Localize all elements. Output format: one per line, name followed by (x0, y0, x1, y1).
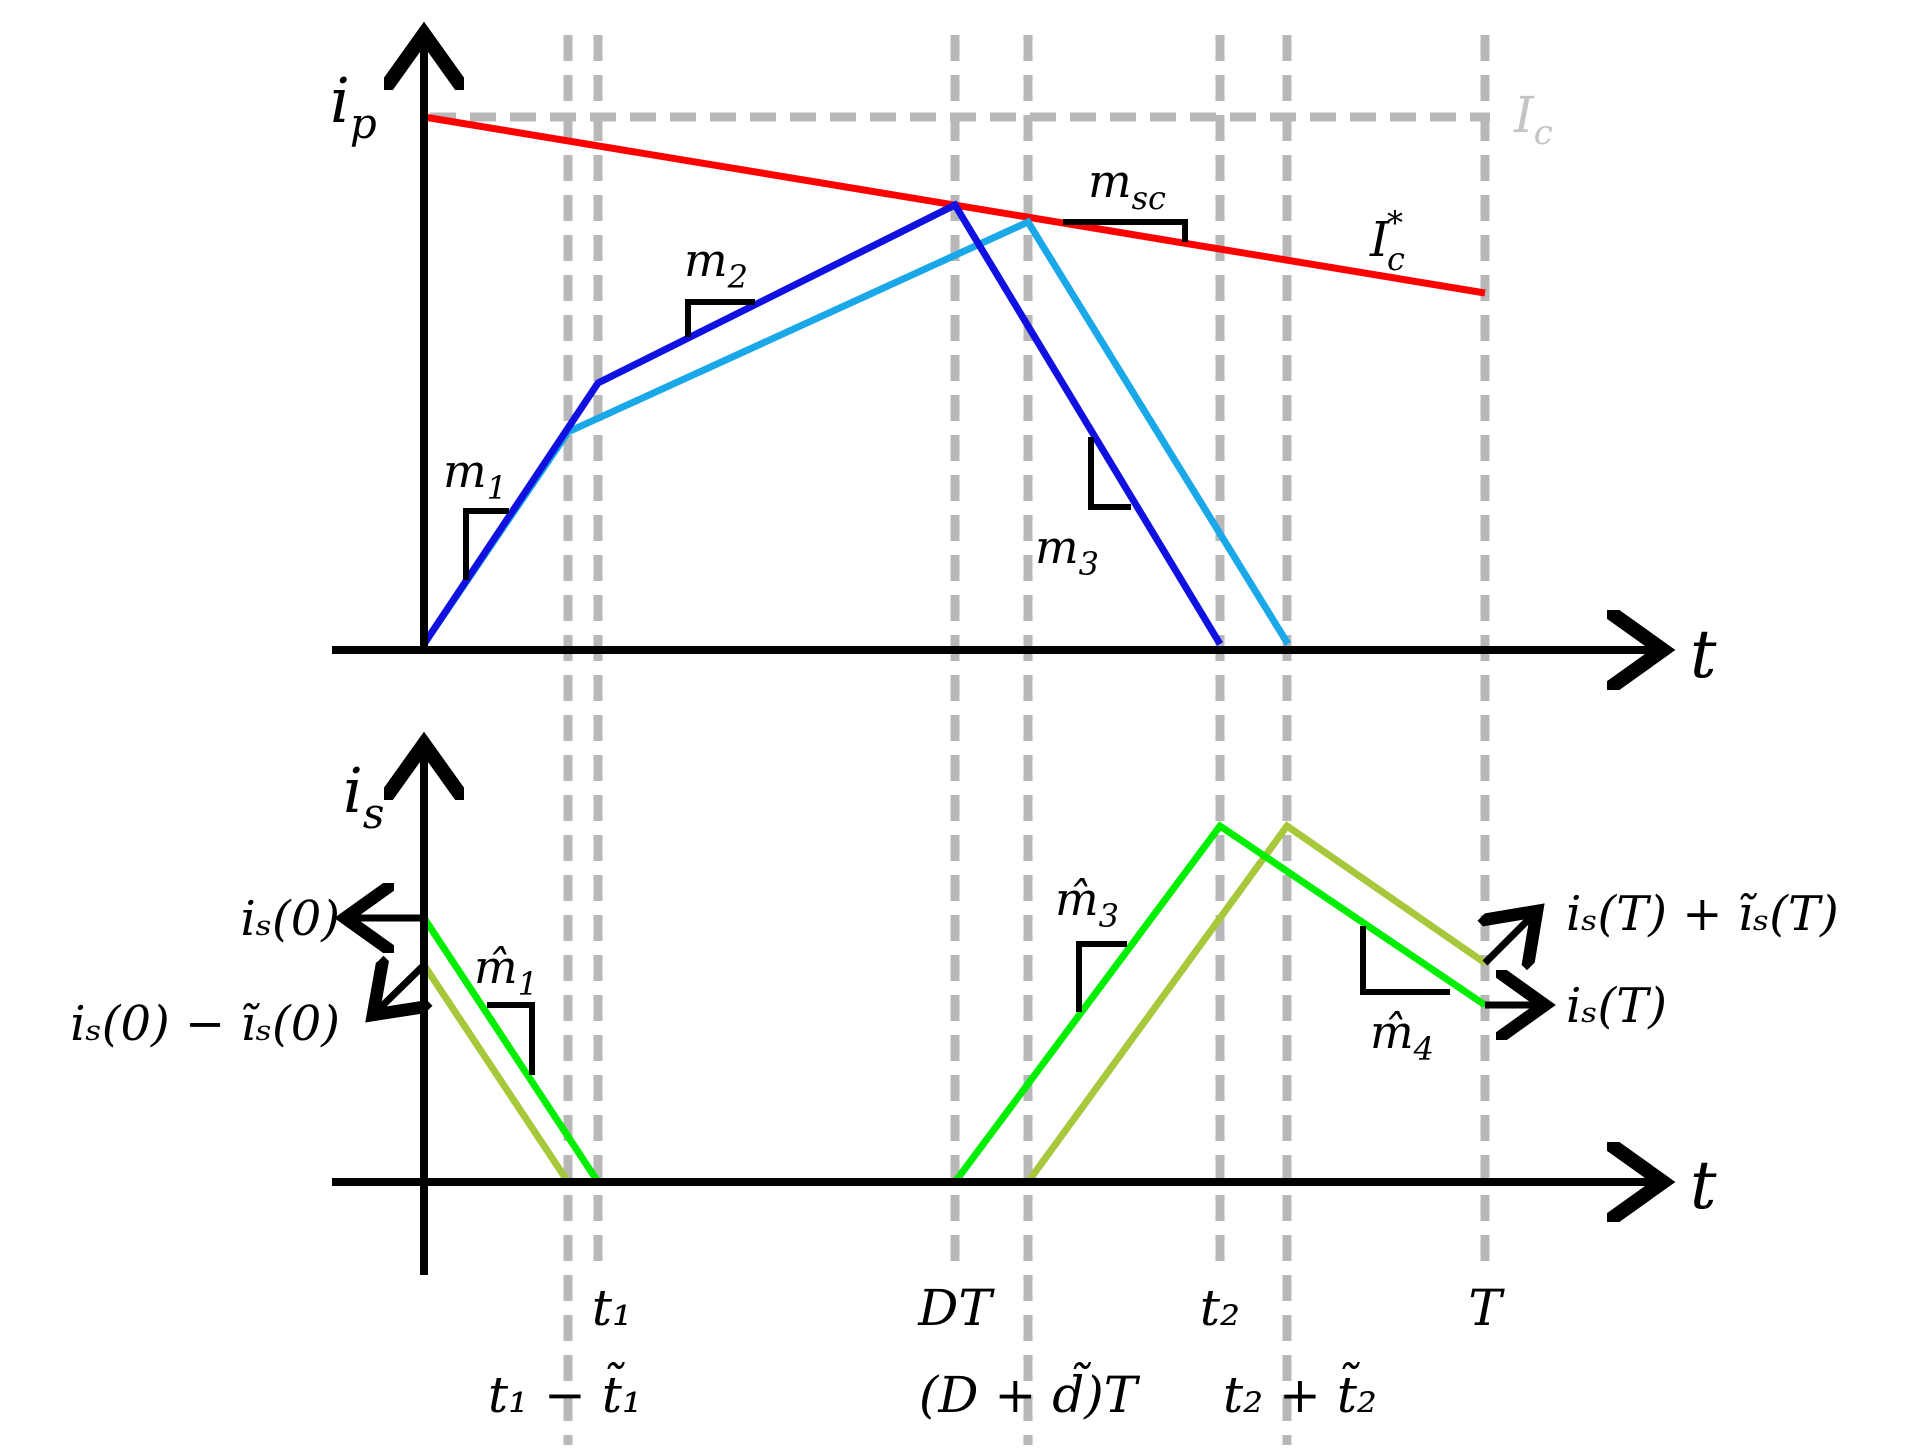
slope-m3-marker (1088, 437, 1131, 510)
slope-msc-marker (1063, 219, 1188, 242)
slope-msc-label: msc (1088, 154, 1166, 217)
secondary-current-plot: is t m̂1 m̂3 m̂4 iₛ(0) iₛ(0) − ĩₛ(0) iₛ(… (70, 752, 1839, 1275)
is0-minus-label: iₛ(0) − ĩₛ(0) (70, 996, 340, 1052)
time-label-t2-plus: t₂ + t̃₂ (1223, 1362, 1377, 1424)
slope-m3hat-marker (1076, 941, 1127, 1012)
time-label-DT: DT (917, 1279, 995, 1337)
ic-level-label: Ic (1513, 86, 1553, 153)
time-label-T: T (1468, 1279, 1505, 1337)
time-label-t1-minus: t₁ − t̃₁ (488, 1362, 642, 1424)
slope-m4hat-marker (1360, 926, 1450, 995)
top-x-label: t (1690, 616, 1717, 693)
isT-plus-label: iₛ(T) + ĩₛ(T) (1566, 886, 1839, 942)
slope-m2-label: m2 (684, 233, 748, 296)
bottom-y-label: is (343, 754, 384, 838)
is-perturbed-segment-2 (1025, 821, 1487, 1185)
time-label-t2: t₂ (1200, 1279, 1240, 1337)
ip-nominal-waveform (421, 200, 1223, 646)
slope-markers-bottom (487, 926, 1450, 1075)
slope-markers-top (463, 219, 1188, 580)
is0-label: iₛ(0) (240, 891, 340, 947)
isT-plus-arrow (1485, 916, 1532, 963)
is-nominal-segment-1 (421, 916, 601, 1184)
is-nominal-segment-2 (952, 821, 1487, 1185)
time-label-t1: t₁ (592, 1279, 632, 1337)
value-arrows (352, 916, 1538, 1010)
slope-m1hat-marker (487, 1002, 535, 1075)
is-perturbed-segment-1 (421, 963, 571, 1184)
slope-m2-marker (685, 299, 755, 337)
slope-m3hat-label: m̂3 (1055, 872, 1119, 935)
slope-m1hat-label: m̂1 (474, 940, 538, 1003)
time-label-D-plus-d: (D + d̃)T (919, 1362, 1141, 1424)
reference-ramp-label: I* c (1369, 204, 1405, 278)
slope-m1-marker (463, 508, 509, 580)
time-guide-lines (430, 35, 1490, 1445)
time-axis-labels: t₁ DT t₂ T t₁ − t̃₁ (D + d̃)T t₂ + t̃₂ (488, 1279, 1505, 1424)
top-y-label: ip (330, 64, 377, 148)
slope-m1-label: m1 (443, 444, 507, 507)
ip-perturbed-waveform (421, 217, 1291, 646)
is0-minus-arrow (378, 965, 424, 1010)
slope-m4hat-label: m̂4 (1370, 1005, 1434, 1068)
isT-label: iₛ(T) (1566, 978, 1667, 1034)
primary-current-plot: ip t Ic I* c m1 m2 m3 msc (330, 42, 1717, 693)
bottom-x-label: t (1690, 1147, 1717, 1224)
slope-m3-label: m3 (1035, 520, 1099, 583)
